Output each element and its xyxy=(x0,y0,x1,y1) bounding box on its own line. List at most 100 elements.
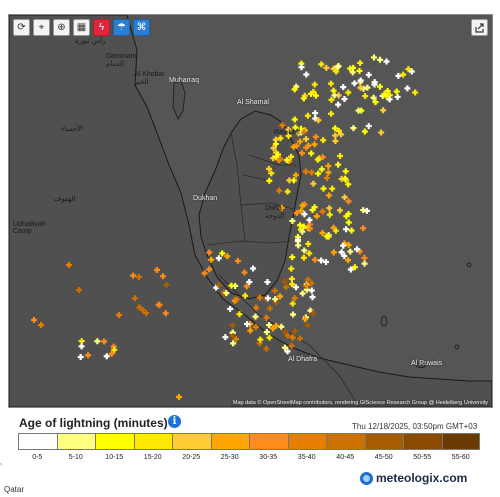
lightning-strike xyxy=(350,125,357,132)
lightning-strike xyxy=(316,155,323,162)
lightning-strike xyxy=(308,169,315,176)
lightning-strike xyxy=(303,282,310,289)
refresh-button[interactable]: ⟳ xyxy=(13,19,30,36)
lightning-strike xyxy=(304,276,311,283)
place-ahsa: الأحساء xyxy=(61,126,83,133)
lightning-strike xyxy=(233,296,240,303)
lightning-strike xyxy=(244,321,251,328)
lightning-strike xyxy=(345,198,352,205)
lightning-strike xyxy=(306,216,313,223)
lightning-strike xyxy=(130,272,137,279)
scale-cell xyxy=(249,433,288,450)
lightning-strike xyxy=(304,112,311,119)
weather-layer-button[interactable]: ☂ xyxy=(113,19,130,36)
lightning-strike xyxy=(236,311,243,318)
lightning-strike xyxy=(345,211,352,218)
lightning-strike xyxy=(301,128,308,135)
lightning-strike xyxy=(361,128,368,135)
lightning-strike xyxy=(365,123,372,130)
lightning-strike xyxy=(360,207,367,214)
scale-label: 10-15 xyxy=(105,454,124,461)
location-button[interactable]: ⌖ xyxy=(33,19,50,36)
place-ras-tanura: رأس تنورة xyxy=(75,38,106,45)
lightning-strike xyxy=(332,125,339,132)
lightning-strike xyxy=(266,165,273,172)
lightning-strike xyxy=(284,188,291,195)
zoom-button[interactable]: ⊕ xyxy=(53,19,70,36)
map-canvas[interactable] xyxy=(9,15,492,407)
brand[interactable]: meteologix.com xyxy=(360,471,467,485)
lightning-strike xyxy=(347,65,354,72)
lightning-strike xyxy=(140,307,147,314)
lightning-strike xyxy=(310,88,317,95)
lightning-strike xyxy=(345,181,352,188)
lightning-strike xyxy=(201,270,208,277)
scale-cell xyxy=(326,433,365,450)
lightning-strike xyxy=(372,99,379,106)
scale-label: 30-35 xyxy=(259,454,278,461)
place-al-ruwais: Al Ruwais xyxy=(411,360,443,367)
lightning-strikes xyxy=(31,54,419,400)
scale-label: 40-45 xyxy=(336,454,355,461)
lightning-strike xyxy=(332,138,339,145)
lightning-strike xyxy=(322,258,329,265)
lightning-strike xyxy=(340,84,347,91)
lightning-strike xyxy=(293,209,300,216)
lightning-strike xyxy=(299,290,306,297)
refresh-icon: ⟳ xyxy=(17,22,26,33)
map-layers-button[interactable]: ▦ xyxy=(73,19,90,36)
scale-cell xyxy=(287,433,326,450)
lightning-strike xyxy=(281,344,288,351)
lightning-strike xyxy=(241,269,248,276)
lightning-strike xyxy=(78,338,85,345)
lightning-strike xyxy=(297,335,304,342)
lightning-strike xyxy=(111,346,118,353)
lightning-icon: ϟ xyxy=(98,22,105,33)
lightning-strike xyxy=(277,135,284,142)
lightning-strike xyxy=(103,353,110,360)
lightning-strike xyxy=(291,295,298,302)
lightning-strike xyxy=(338,249,345,256)
info-icon[interactable]: i xyxy=(168,415,181,428)
lightning-strike xyxy=(266,322,273,329)
lightning-strike xyxy=(270,145,277,152)
lightning-strike xyxy=(370,54,377,61)
lightning-toggle-button[interactable]: ϟ xyxy=(93,19,110,36)
lightning-strike xyxy=(78,343,85,350)
lightning-strike xyxy=(285,132,292,139)
lightning-strike xyxy=(333,68,340,75)
lightning-strike xyxy=(298,207,305,214)
lightning-strike xyxy=(101,338,108,345)
lightning-strike xyxy=(306,250,313,257)
lightning-strike xyxy=(343,226,350,233)
lightning-strike xyxy=(288,275,295,282)
share-button[interactable] xyxy=(471,19,488,36)
lightning-strike xyxy=(288,342,295,349)
lightning-strike xyxy=(357,84,364,91)
lightning-strike xyxy=(400,71,407,78)
lightning-strike xyxy=(323,174,330,181)
lightning-strike xyxy=(292,124,299,131)
lightning-strike xyxy=(263,329,270,336)
scale-cell xyxy=(210,433,249,450)
lightning-strike xyxy=(264,279,271,286)
lightning-strike xyxy=(281,278,288,285)
timestamp: Thu 12/18/2025, 03:50pm GMT+03 xyxy=(352,422,478,431)
lightning-strike xyxy=(309,207,316,214)
lightning-strike xyxy=(300,95,307,102)
lightning-strike xyxy=(341,175,348,182)
satellite-layer-button[interactable]: ⌘ xyxy=(133,19,150,36)
scale-label: 35-40 xyxy=(297,454,316,461)
lightning-strike xyxy=(215,255,222,262)
lightning-strike xyxy=(377,56,384,63)
lightning-strike xyxy=(279,122,286,129)
lightning-map[interactable]: ⟳ ⌖ ⊕ ▦ ϟ ☂ ⌘ Dammam الدمام Al Khobar الخب… xyxy=(8,14,493,408)
meteologix-logo-icon xyxy=(360,471,373,485)
lightning-strike xyxy=(230,340,237,347)
lightning-strike xyxy=(338,131,345,138)
lightning-strike xyxy=(275,151,282,158)
lightning-strike xyxy=(326,205,333,212)
lightning-strike xyxy=(288,265,295,272)
lightning-strike xyxy=(276,187,283,194)
lightning-strike xyxy=(351,264,358,271)
